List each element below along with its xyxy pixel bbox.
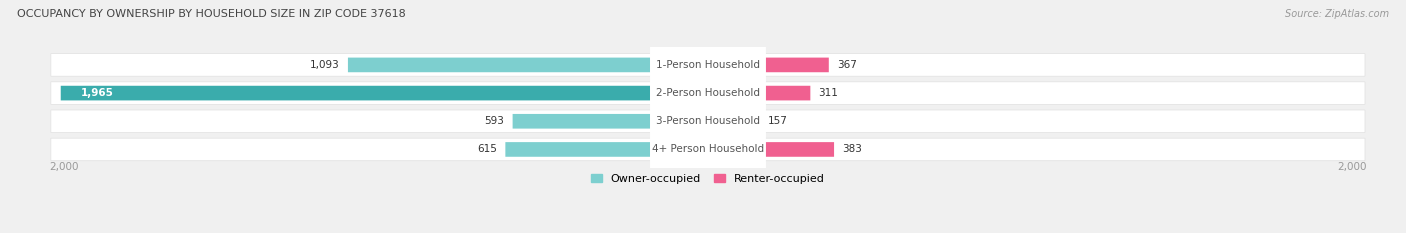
FancyBboxPatch shape [651, 0, 765, 233]
FancyBboxPatch shape [51, 82, 1365, 104]
Text: 4+ Person Household: 4+ Person Household [652, 144, 763, 154]
Text: 1,965: 1,965 [80, 88, 114, 98]
Text: 593: 593 [485, 116, 505, 126]
FancyBboxPatch shape [51, 138, 1365, 161]
Text: 2,000: 2,000 [1337, 162, 1367, 172]
Text: 157: 157 [768, 116, 787, 126]
Text: 2-Person Household: 2-Person Household [657, 88, 759, 98]
FancyBboxPatch shape [505, 142, 709, 157]
Text: 1,093: 1,093 [309, 60, 340, 70]
FancyBboxPatch shape [709, 142, 834, 157]
FancyBboxPatch shape [513, 114, 709, 129]
Text: 2,000: 2,000 [49, 162, 79, 172]
FancyBboxPatch shape [651, 0, 765, 233]
Text: 1-Person Household: 1-Person Household [657, 60, 759, 70]
Legend: Owner-occupied, Renter-occupied: Owner-occupied, Renter-occupied [591, 174, 825, 184]
Text: 615: 615 [477, 144, 498, 154]
FancyBboxPatch shape [347, 58, 709, 72]
FancyBboxPatch shape [60, 86, 709, 100]
FancyBboxPatch shape [709, 86, 810, 100]
Text: OCCUPANCY BY OWNERSHIP BY HOUSEHOLD SIZE IN ZIP CODE 37618: OCCUPANCY BY OWNERSHIP BY HOUSEHOLD SIZE… [17, 9, 405, 19]
FancyBboxPatch shape [51, 110, 1365, 133]
FancyBboxPatch shape [651, 0, 765, 233]
FancyBboxPatch shape [651, 0, 765, 233]
Text: 3-Person Household: 3-Person Household [657, 116, 759, 126]
Text: 383: 383 [842, 144, 862, 154]
FancyBboxPatch shape [709, 58, 828, 72]
Text: Source: ZipAtlas.com: Source: ZipAtlas.com [1285, 9, 1389, 19]
Text: 367: 367 [837, 60, 856, 70]
FancyBboxPatch shape [709, 114, 759, 129]
FancyBboxPatch shape [51, 54, 1365, 76]
Text: 311: 311 [818, 88, 838, 98]
